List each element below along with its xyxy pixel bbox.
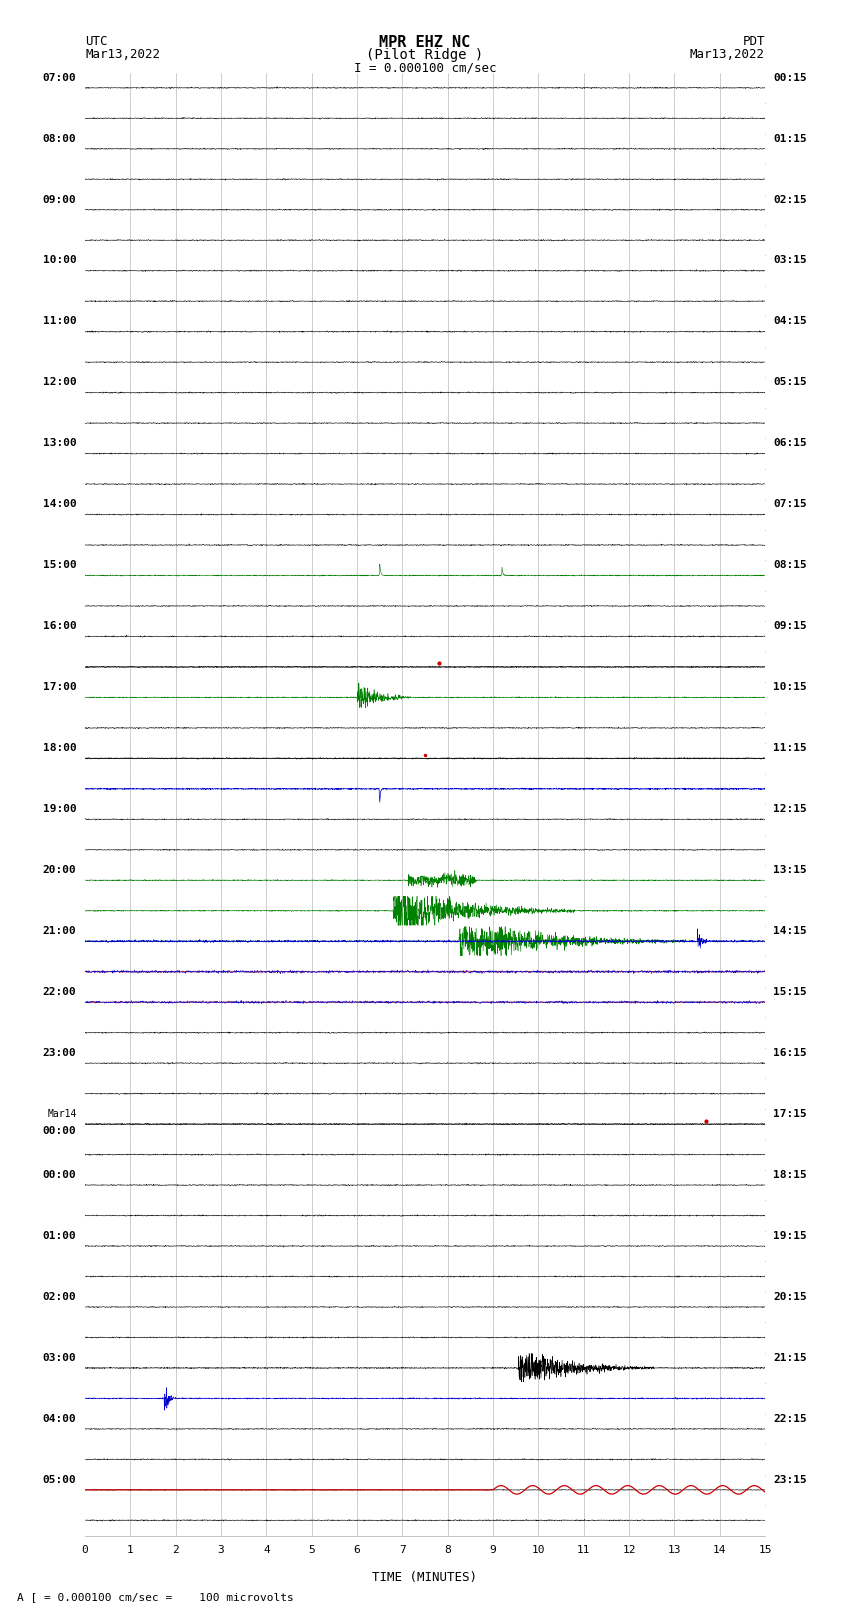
Text: 05:00: 05:00 — [42, 1474, 76, 1484]
Text: 03:15: 03:15 — [774, 255, 807, 266]
Text: 11: 11 — [577, 1545, 591, 1555]
Text: 14: 14 — [713, 1545, 727, 1555]
Text: 14:15: 14:15 — [774, 926, 807, 936]
Text: Mar14: Mar14 — [47, 1108, 76, 1119]
Text: 12:00: 12:00 — [42, 377, 76, 387]
Text: 7: 7 — [399, 1545, 405, 1555]
Text: 16:15: 16:15 — [774, 1048, 807, 1058]
Text: 10:15: 10:15 — [774, 682, 807, 692]
Text: 02:15: 02:15 — [774, 195, 807, 205]
Text: 20:15: 20:15 — [774, 1292, 807, 1302]
Text: 01:15: 01:15 — [774, 134, 807, 144]
Text: 1: 1 — [127, 1545, 133, 1555]
Text: 23:15: 23:15 — [774, 1474, 807, 1484]
Text: 6: 6 — [354, 1545, 360, 1555]
Text: 16:00: 16:00 — [42, 621, 76, 631]
Text: 23:00: 23:00 — [42, 1048, 76, 1058]
Text: PDT: PDT — [743, 35, 765, 48]
Text: 17:15: 17:15 — [774, 1108, 807, 1119]
Text: 21:00: 21:00 — [42, 926, 76, 936]
Text: 2: 2 — [173, 1545, 179, 1555]
Text: 20:00: 20:00 — [42, 865, 76, 874]
Text: 18:00: 18:00 — [42, 744, 76, 753]
Text: 07:00: 07:00 — [42, 73, 76, 82]
Text: 08:15: 08:15 — [774, 560, 807, 571]
Text: 0: 0 — [82, 1545, 88, 1555]
Text: 21:15: 21:15 — [774, 1353, 807, 1363]
Text: 3: 3 — [218, 1545, 224, 1555]
Text: 15:00: 15:00 — [42, 560, 76, 571]
Text: 12: 12 — [622, 1545, 636, 1555]
Text: 02:00: 02:00 — [42, 1292, 76, 1302]
Text: 13:15: 13:15 — [774, 865, 807, 874]
Text: 10:00: 10:00 — [42, 255, 76, 266]
Text: 22:15: 22:15 — [774, 1413, 807, 1424]
Text: Mar13,2022: Mar13,2022 — [690, 48, 765, 61]
Text: 09:00: 09:00 — [42, 195, 76, 205]
Text: 08:00: 08:00 — [42, 134, 76, 144]
Text: 07:15: 07:15 — [774, 500, 807, 510]
Text: 11:15: 11:15 — [774, 744, 807, 753]
Text: 03:00: 03:00 — [42, 1353, 76, 1363]
Text: (Pilot Ridge ): (Pilot Ridge ) — [366, 48, 484, 63]
Text: 10: 10 — [531, 1545, 545, 1555]
Text: 4: 4 — [263, 1545, 269, 1555]
Text: 13:00: 13:00 — [42, 439, 76, 448]
Text: Mar13,2022: Mar13,2022 — [85, 48, 160, 61]
Text: MPR EHZ NC: MPR EHZ NC — [379, 35, 471, 50]
Text: 00:00: 00:00 — [42, 1126, 76, 1136]
Text: 15: 15 — [758, 1545, 772, 1555]
Text: 9: 9 — [490, 1545, 496, 1555]
Text: 09:15: 09:15 — [774, 621, 807, 631]
Text: 00:00: 00:00 — [42, 1169, 76, 1179]
Text: 19:15: 19:15 — [774, 1231, 807, 1240]
Text: 04:00: 04:00 — [42, 1413, 76, 1424]
Text: 5: 5 — [309, 1545, 315, 1555]
Text: 04:15: 04:15 — [774, 316, 807, 326]
Text: 18:15: 18:15 — [774, 1169, 807, 1179]
Text: A [ = 0.000100 cm/sec =    100 microvolts: A [ = 0.000100 cm/sec = 100 microvolts — [17, 1592, 294, 1602]
Text: UTC: UTC — [85, 35, 107, 48]
Text: 00:15: 00:15 — [774, 73, 807, 82]
Text: I = 0.000100 cm/sec: I = 0.000100 cm/sec — [354, 61, 496, 74]
Text: 12:15: 12:15 — [774, 803, 807, 815]
Text: 14:00: 14:00 — [42, 500, 76, 510]
Text: 05:15: 05:15 — [774, 377, 807, 387]
Text: 06:15: 06:15 — [774, 439, 807, 448]
Text: TIME (MINUTES): TIME (MINUTES) — [372, 1571, 478, 1584]
Text: 15:15: 15:15 — [774, 987, 807, 997]
Text: 19:00: 19:00 — [42, 803, 76, 815]
Text: 11:00: 11:00 — [42, 316, 76, 326]
Text: 01:00: 01:00 — [42, 1231, 76, 1240]
Text: 22:00: 22:00 — [42, 987, 76, 997]
Text: 13: 13 — [667, 1545, 681, 1555]
Text: 17:00: 17:00 — [42, 682, 76, 692]
Text: 8: 8 — [445, 1545, 451, 1555]
